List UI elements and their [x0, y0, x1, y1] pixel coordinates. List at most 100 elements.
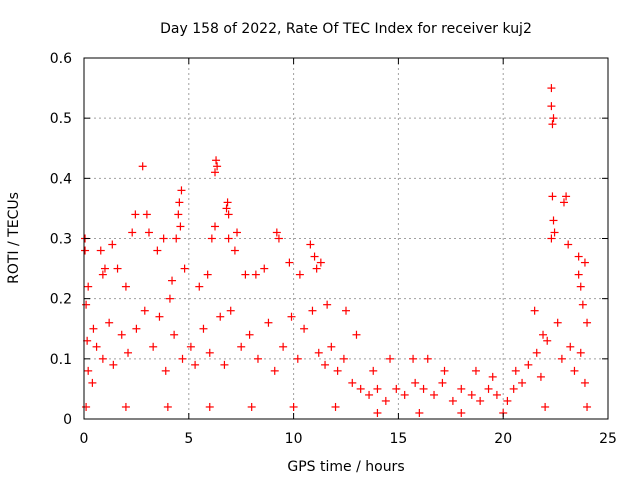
data-point-0-72: [562, 192, 571, 201]
data-point-0-16: [144, 228, 153, 237]
y-tick-label-4: 0.4: [50, 171, 72, 187]
data-point-0-157: [457, 408, 466, 417]
data-point-0-64: [547, 102, 556, 111]
data-point-0-126: [419, 384, 428, 393]
data-point-0-92: [161, 366, 170, 375]
data-point-0-145: [570, 366, 579, 375]
data-point-0-117: [339, 354, 348, 363]
data-point-0-152: [247, 402, 256, 411]
data-point-0-130: [457, 384, 466, 393]
data-point-0-85: [109, 360, 118, 369]
data-point-0-128: [438, 378, 447, 387]
data-point-0-41: [260, 264, 269, 273]
data-point-0-39: [241, 270, 250, 279]
data-point-0-14: [138, 162, 147, 171]
data-point-0-67: [548, 192, 557, 201]
data-point-0-118: [348, 378, 357, 387]
data-point-0-70: [550, 228, 559, 237]
data-point-0-79: [578, 300, 587, 309]
data-point-0-7: [98, 270, 107, 279]
data-point-0-24: [176, 222, 185, 231]
data-point-0-97: [191, 360, 200, 369]
data-point-0-98: [199, 324, 208, 333]
data-point-0-116: [333, 366, 342, 375]
data-point-0-77: [580, 258, 589, 267]
data-point-0-68: [549, 216, 558, 225]
axis-layer: [83, 57, 609, 420]
data-point-0-94: [170, 330, 179, 339]
data-point-0-155: [373, 408, 382, 417]
data-point-0-146: [576, 348, 585, 357]
data-point-0-20: [172, 234, 181, 243]
x-tick-label-2: 10: [285, 431, 303, 447]
data-point-0-74: [574, 252, 583, 261]
data-point-0-5: [89, 324, 98, 333]
y-tick-label-0: 0: [63, 412, 72, 428]
data-point-0-28: [207, 234, 216, 243]
data-point-0-132: [476, 396, 485, 405]
data-point-0-59: [488, 372, 497, 381]
data-point-0-103: [237, 342, 246, 351]
data-point-0-142: [553, 318, 562, 327]
data-point-0-76: [576, 282, 585, 291]
data-point-0-55: [409, 354, 418, 363]
data-points-layer: [81, 84, 592, 417]
data-point-0-113: [314, 348, 323, 357]
data-point-0-134: [492, 390, 501, 399]
data-point-0-54: [386, 354, 395, 363]
data-point-0-104: [245, 330, 254, 339]
data-point-0-43: [274, 234, 283, 243]
data-point-0-21: [175, 198, 184, 207]
data-point-0-78: [583, 318, 592, 327]
data-point-0-139: [532, 348, 541, 357]
x-tick-label-3: 15: [389, 431, 407, 447]
data-point-0-27: [203, 270, 212, 279]
data-point-0-48: [312, 264, 321, 273]
data-point-0-1: [81, 246, 90, 255]
data-point-0-51: [342, 306, 350, 315]
data-point-0-144: [566, 342, 575, 351]
data-point-0-46: [306, 240, 315, 249]
data-point-0-75: [574, 270, 583, 279]
y-tick-label-2: 0.2: [50, 292, 72, 308]
data-point-0-151: [205, 402, 214, 411]
data-point-0-156: [415, 408, 424, 417]
data-point-0-107: [270, 366, 279, 375]
data-point-0-32: [213, 162, 222, 171]
x-tick-label-0: 0: [80, 431, 89, 447]
data-point-0-153: [289, 402, 298, 411]
x-tick-label-1: 5: [184, 431, 193, 447]
data-point-0-102: [226, 306, 235, 315]
data-point-0-147: [580, 378, 589, 387]
data-point-0-62: [539, 330, 548, 339]
data-point-0-86: [117, 330, 126, 339]
data-point-0-19: [168, 276, 177, 285]
data-point-0-56: [423, 354, 432, 363]
data-point-0-109: [287, 312, 296, 321]
data-point-0-23: [174, 210, 183, 219]
data-point-0-49: [316, 258, 325, 267]
y-tick-label-3: 0.3: [50, 232, 72, 248]
x-tick-label-4: 20: [494, 431, 512, 447]
data-point-0-84: [105, 318, 114, 327]
data-point-0-115: [327, 342, 336, 351]
data-point-0-106: [264, 318, 273, 327]
data-point-0-101: [220, 360, 229, 369]
data-point-0-91: [155, 312, 164, 321]
data-point-0-110: [293, 354, 302, 363]
data-point-0-26: [195, 282, 204, 291]
data-point-0-124: [400, 390, 409, 399]
data-point-0-11: [121, 282, 130, 291]
data-point-0-25: [180, 264, 189, 273]
data-point-0-63: [547, 84, 556, 93]
data-point-0-87: [124, 348, 133, 357]
data-point-0-114: [321, 360, 330, 369]
data-point-0-136: [509, 384, 518, 393]
data-point-0-13: [131, 210, 140, 219]
data-point-0-65: [548, 120, 557, 129]
data-point-0-31: [212, 156, 221, 165]
x-tick-label-5: 25: [599, 431, 617, 447]
data-point-0-34: [223, 198, 232, 207]
data-point-0-137: [518, 378, 527, 387]
